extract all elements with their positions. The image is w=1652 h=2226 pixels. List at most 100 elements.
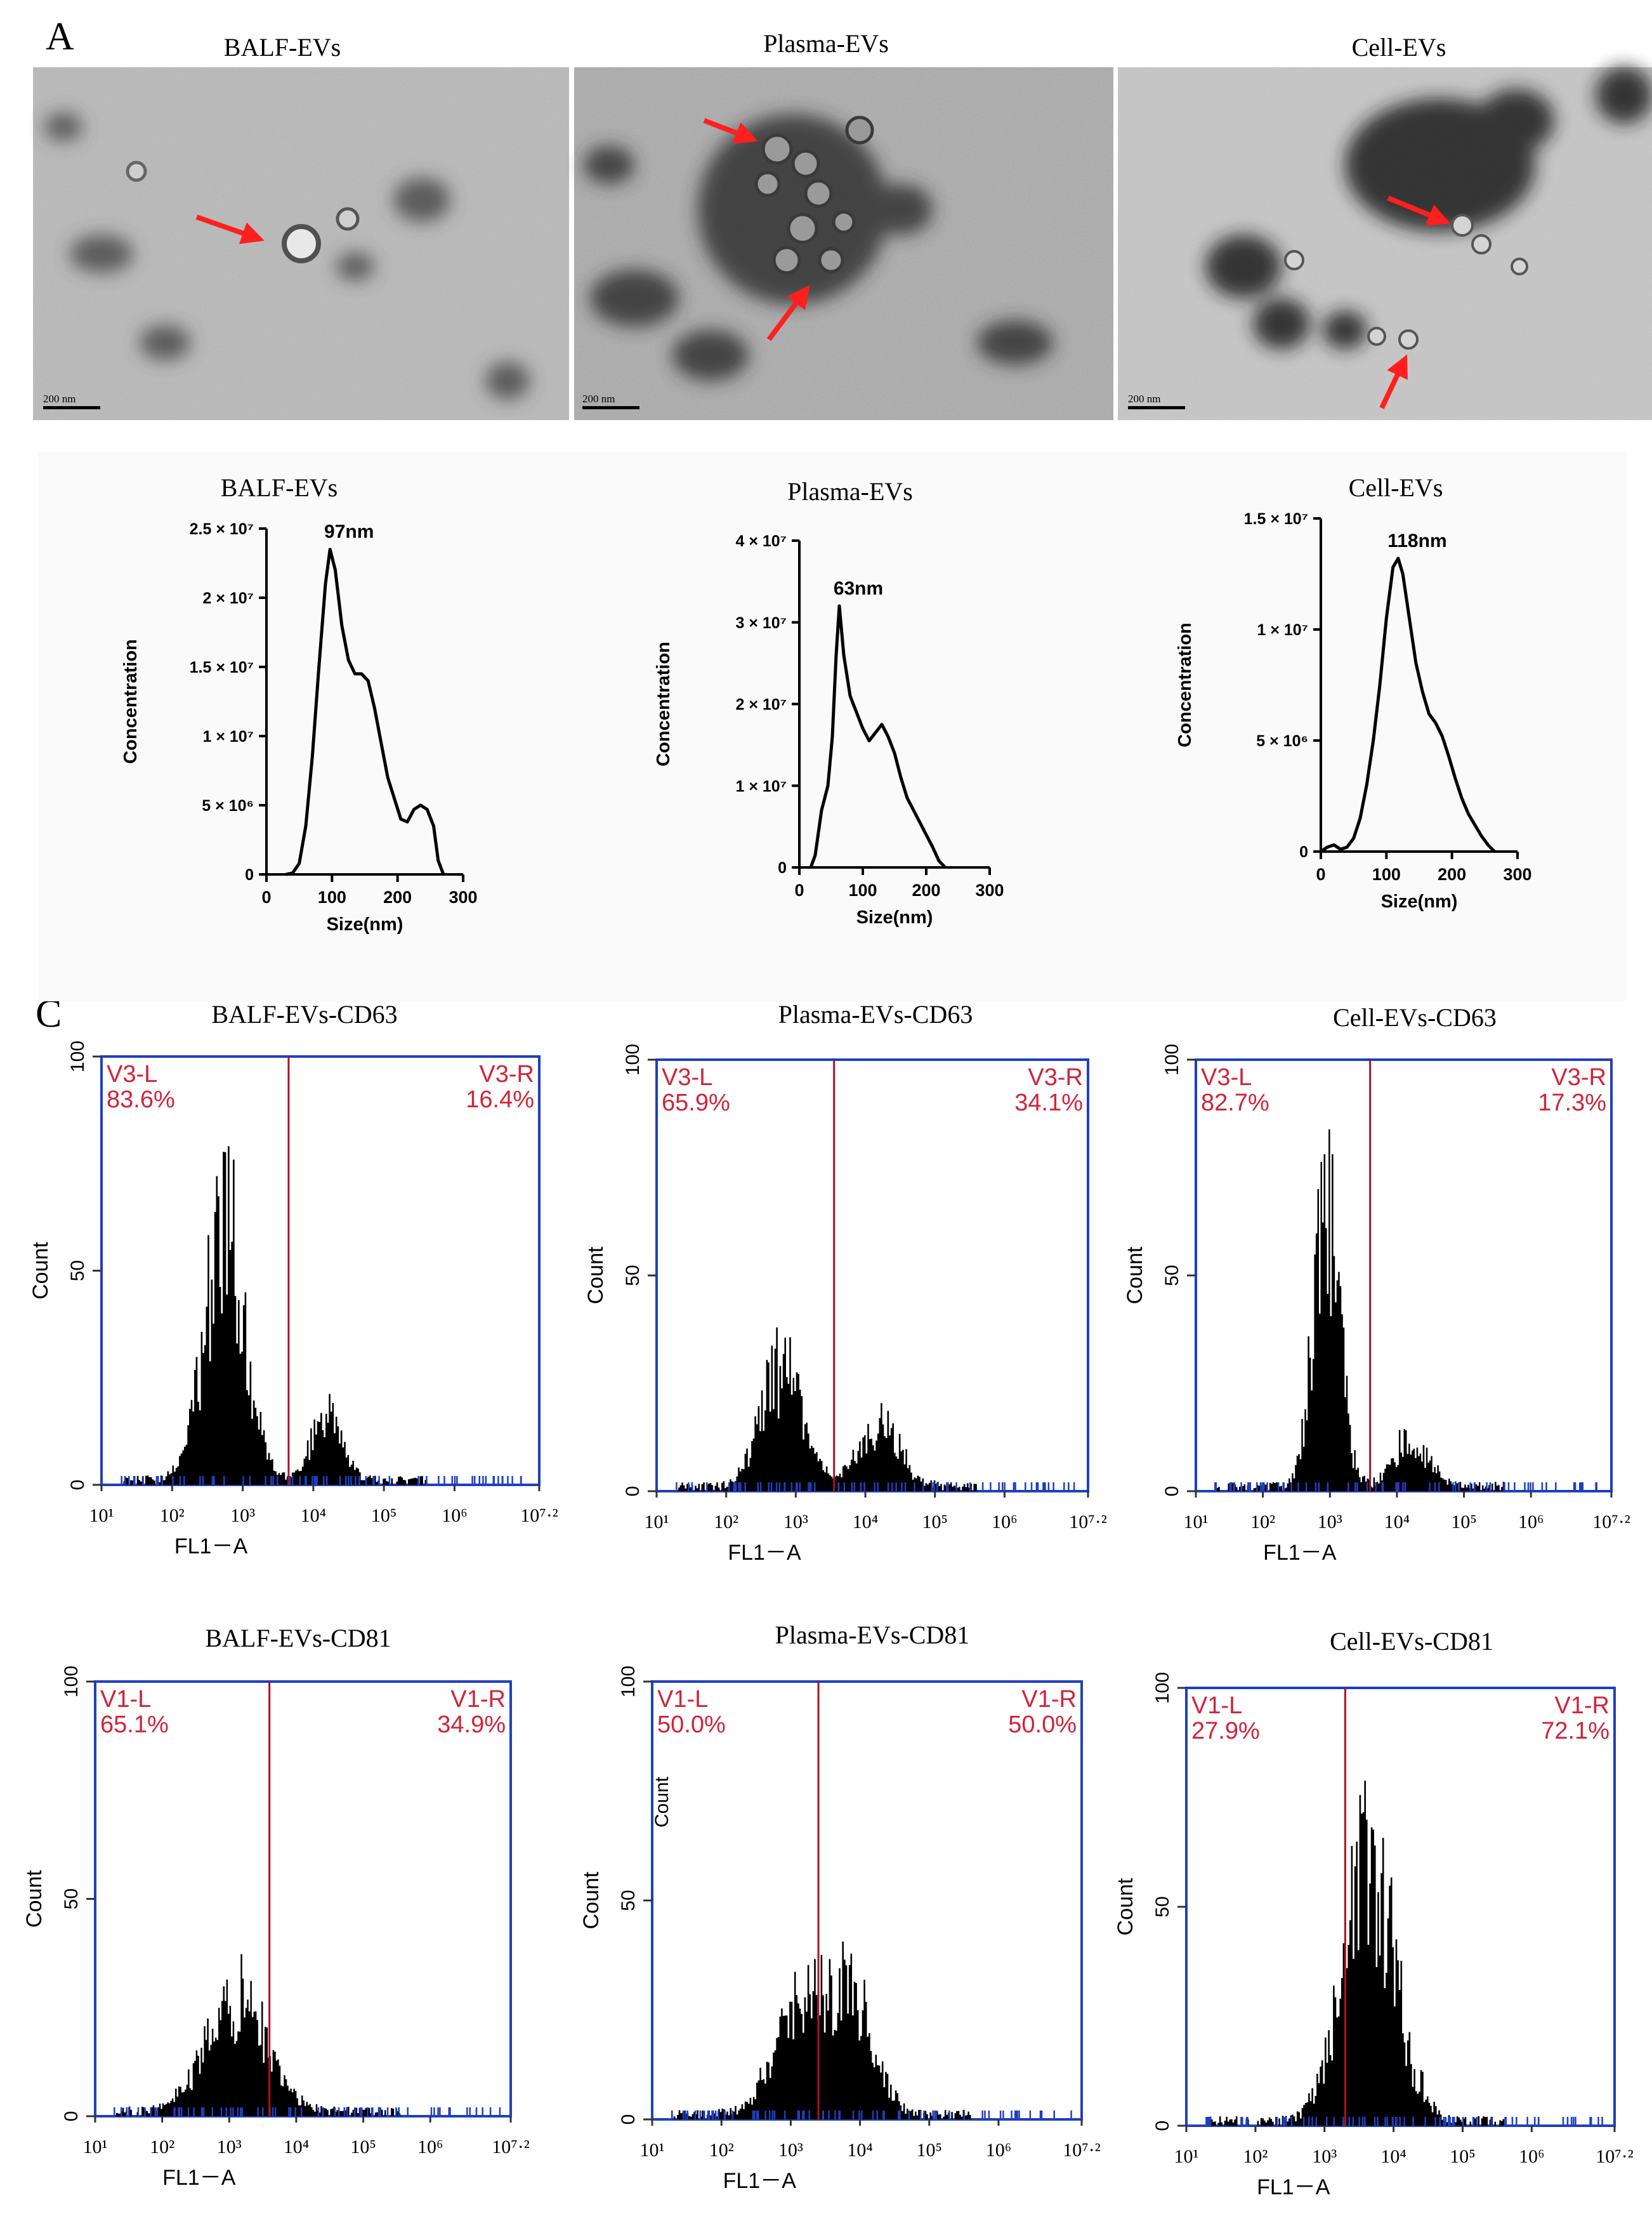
- x-tick-label: 10¹: [1174, 2146, 1199, 2167]
- histogram-bars: [673, 1941, 971, 2119]
- x-tick-label: 10²: [714, 1511, 738, 1532]
- gate-left-label: V1-L: [100, 1686, 151, 1713]
- x-tick-label: 200: [1438, 865, 1466, 884]
- y-tick-label: 50: [1162, 1265, 1183, 1286]
- x-tick-label: 10⁷·²: [1592, 1511, 1630, 1532]
- gate-right-label: V1-R: [450, 1686, 506, 1713]
- y-tick-label: 0: [61, 2111, 82, 2122]
- nta-title: BALF-EVs: [221, 473, 338, 502]
- y-tick-label: 0: [1152, 2121, 1173, 2131]
- gate-left-label: V1-L: [1191, 1692, 1242, 1719]
- y-tick-label: 100: [67, 1041, 88, 1072]
- scale-bar-label: 200 nm: [43, 393, 75, 405]
- event-rug-ticks: [121, 1476, 522, 1485]
- tem-image-balf: BALF-EVs 200 nm: [33, 33, 569, 420]
- red-arrow: [766, 285, 810, 341]
- x-tick-label: 300: [1503, 865, 1531, 884]
- gate-right-percent: 16.4%: [466, 1086, 534, 1113]
- plot-frame: [1195, 1058, 1613, 1492]
- x-tick-label: 10⁷·²: [520, 1505, 558, 1526]
- flow-cytometry-charts: BALF-EVs-CD63V3-L83.6%V3-R16.4%050100Cou…: [22, 1000, 1634, 2199]
- y-tick-label: 5 × 10⁶: [1256, 732, 1308, 750]
- tem-title: BALF-EVs: [224, 33, 341, 62]
- y-tick-label: 2 × 10⁷: [735, 696, 787, 714]
- event-rug-ticks: [676, 1482, 1075, 1491]
- gate-right-label: V3-R: [1028, 1064, 1083, 1091]
- fc-title: BALF-EVs-CD81: [205, 1624, 391, 1652]
- y-tick-label: 100: [61, 1666, 82, 1697]
- fc-title: Plasma-EVs-CD81: [775, 1621, 970, 1649]
- y-tick-label: 1.5 × 10⁷: [1244, 510, 1308, 528]
- x-tick-label: 10²: [160, 1505, 185, 1526]
- event-rug-ticks: [1205, 2117, 1603, 2126]
- event-rug-ticks: [114, 2107, 501, 2116]
- gate-left-label: V3-L: [1201, 1064, 1252, 1091]
- red-arrow: [195, 214, 265, 244]
- x-tick-label: 10³: [1318, 1511, 1342, 1532]
- y-axis-label: Count: [29, 1242, 53, 1300]
- x-tick-label: 10⁶: [442, 1505, 467, 1526]
- x-tick-label: 10²: [1250, 1511, 1275, 1532]
- fc-title: Plasma-EVs-CD63: [778, 1000, 973, 1029]
- scale-bar-label: 200 nm: [1128, 393, 1160, 405]
- x-tick-label: 10³: [217, 2137, 242, 2157]
- gate-right-percent: 72.1%: [1541, 1718, 1609, 1744]
- size-distribution-line: [285, 548, 445, 876]
- gate-left-percent: 50.0%: [657, 1711, 726, 1738]
- gate-left-label: V1-L: [657, 1686, 708, 1713]
- gate-right-label: V1-R: [1021, 1686, 1077, 1713]
- x-axis-label: FL1－A: [162, 2166, 236, 2190]
- histogram-bars: [1207, 1781, 1505, 2126]
- scale-bar: [1128, 406, 1185, 409]
- y-tick-label: 50: [1152, 1896, 1173, 1917]
- y-tick-label: 2.5 × 10⁷: [190, 520, 254, 538]
- x-tick-label: 10⁵: [350, 2137, 376, 2157]
- scale-bar-label: 200 nm: [582, 393, 615, 405]
- panel-label-a: A: [46, 15, 74, 58]
- peak-label: 118nm: [1387, 530, 1446, 551]
- x-tick-label: 10¹: [89, 1505, 114, 1526]
- histogram-bars: [115, 1954, 401, 2116]
- nta-charts: BALF-EVs 0 100 200 300 0 5 × 10⁶ 1 × 10⁷ 1.5 × 1…: [121, 473, 1532, 935]
- x-axis-label: FL1－A: [723, 2169, 797, 2193]
- gate-right-label: V3-R: [479, 1061, 534, 1088]
- y-tick-label: 50: [61, 1888, 82, 1909]
- fc-title: BALF-EVs-CD63: [211, 1000, 397, 1029]
- x-tick-label: 10³: [230, 1505, 255, 1526]
- y-axis-label: Count: [1123, 1246, 1147, 1304]
- peak-label: 63nm: [834, 578, 883, 599]
- x-axis-label: FL1－A: [1257, 2175, 1330, 2199]
- scale-bar: [582, 406, 639, 409]
- y-tick-label: 3 × 10⁷: [735, 614, 787, 632]
- plot-frame: [94, 1680, 512, 2117]
- x-tick-label: 10³: [778, 2140, 803, 2161]
- gate-right-label: V1-R: [1554, 1692, 1609, 1719]
- y-tick-label: 100: [622, 1044, 643, 1076]
- y-axis-label: Concentration: [1175, 622, 1195, 747]
- y-axis-label: Concentration: [653, 642, 674, 767]
- x-tick-label: 10⁶: [417, 2137, 443, 2157]
- histogram-bars: [1216, 1129, 1505, 1491]
- x-tick-label: 10⁵: [371, 1505, 397, 1526]
- scale-bar: [43, 406, 100, 409]
- y-tick-label: 50: [67, 1260, 88, 1281]
- x-tick-label: 10³: [783, 1511, 808, 1532]
- x-tick-label: 100: [1372, 865, 1401, 884]
- x-tick-label: 10¹: [645, 1511, 669, 1532]
- nta-title: Plasma-EVs: [787, 477, 913, 506]
- x-tick-label: 0: [794, 881, 804, 900]
- red-arrow: [1387, 195, 1451, 226]
- vesicle: [282, 224, 321, 263]
- fc-chart-0: BALF-EVs-CD63 V3-L83.6% V3-R16.4% 0 50 100 Cou…: [29, 1000, 558, 1558]
- x-axis-label: Size(nm): [327, 914, 403, 935]
- fc-title: Cell-EVs-CD81: [1330, 1627, 1493, 1656]
- red-arrow: [703, 118, 758, 144]
- x-tick-label: 10⁵: [1450, 2146, 1475, 2167]
- red-arrow: [1379, 354, 1408, 409]
- x-tick-label: 10¹: [640, 2140, 665, 2161]
- x-tick-label: 300: [975, 881, 1004, 900]
- x-tick-label: 10⁵: [917, 2140, 942, 2161]
- x-tick-label: 10²: [150, 2137, 174, 2157]
- gate-left-percent: 27.9%: [1191, 1718, 1260, 1744]
